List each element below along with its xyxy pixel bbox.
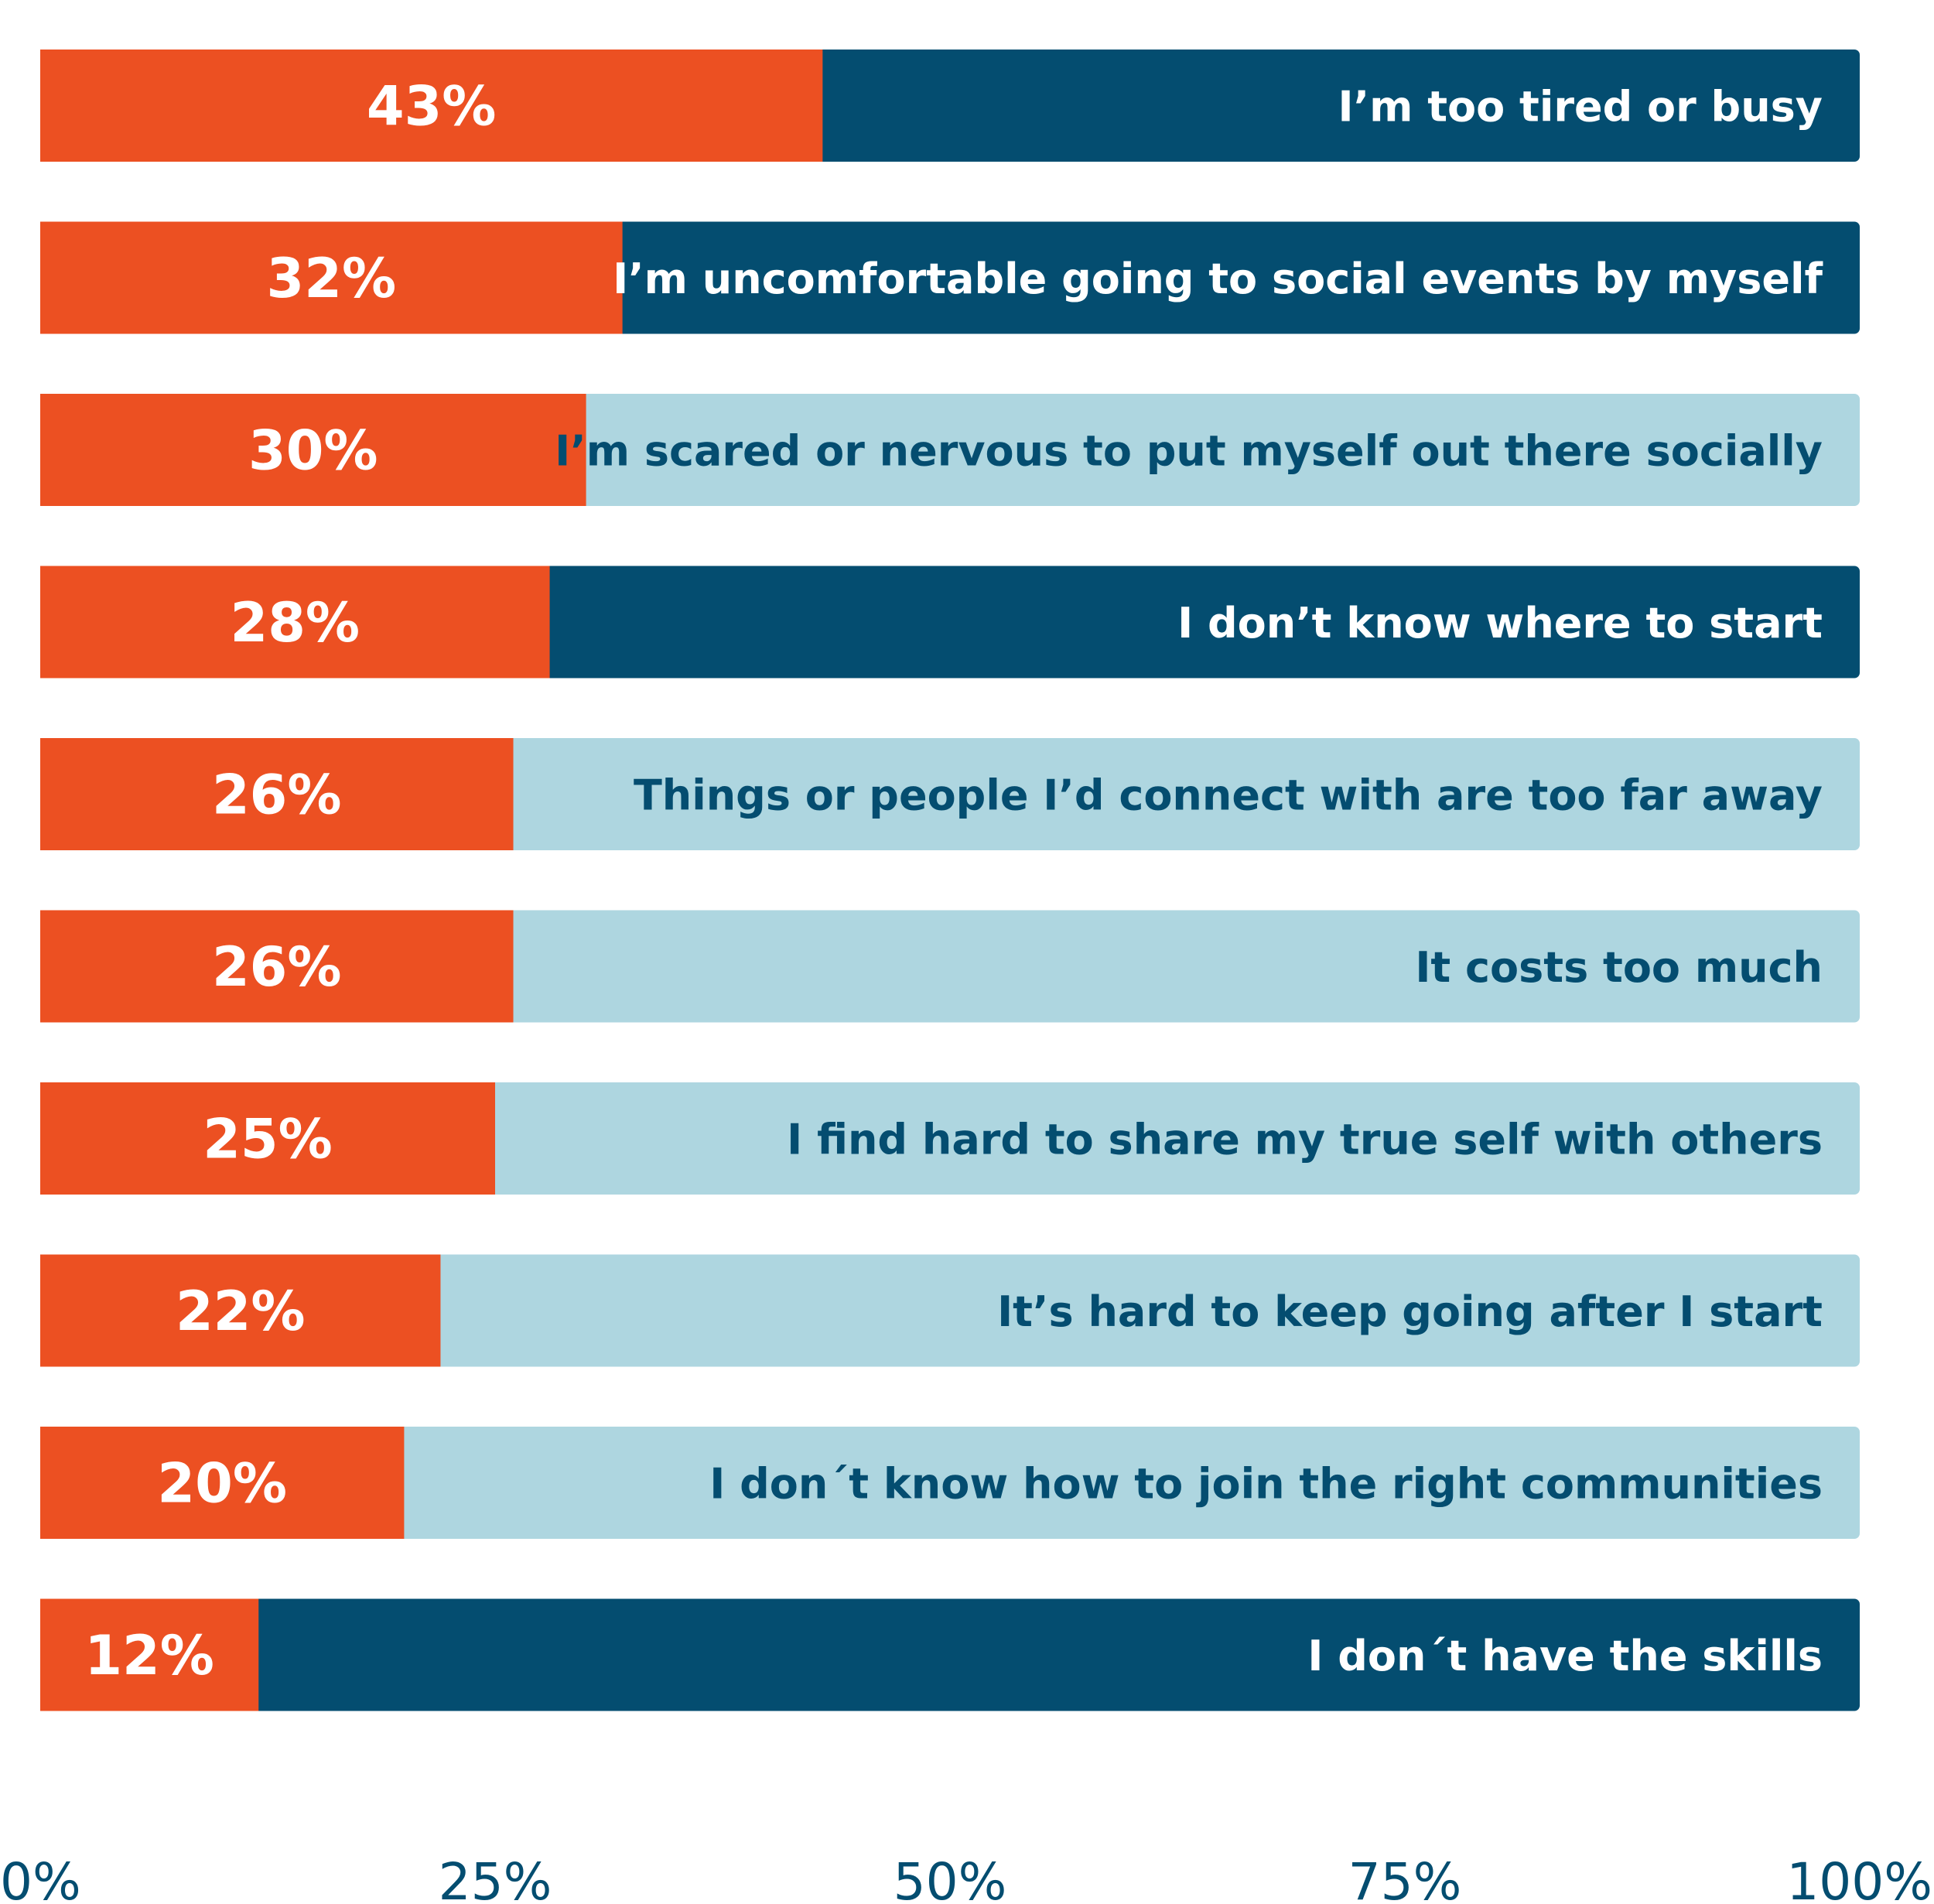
bar-value	[40, 221, 623, 334]
bar-remainder	[40, 1254, 1860, 1367]
bar-row: 26% It costs too much	[40, 910, 1860, 1023]
x-tick-label: 100%	[1786, 1852, 1932, 1904]
bar-value	[40, 1082, 495, 1195]
bar-value-label: 25%	[203, 1108, 333, 1171]
bar-value-label: 32%	[267, 247, 397, 310]
bar-remainder	[40, 1427, 1860, 1539]
bar-row: 20% I don´t know how to join the right co…	[40, 1427, 1860, 1539]
bar-category-label: It costs too much	[1415, 943, 1823, 992]
bar-row: 12% I don´t have the skills	[40, 1598, 1860, 1711]
bar-row: 28% I don’t know where to start	[40, 566, 1860, 679]
x-tick-label: 50%	[894, 1852, 1007, 1904]
bar-category-label: I don’t know where to start	[1177, 599, 1823, 648]
bar-row: 30% I’m scared or nervous to put myself o…	[40, 394, 1860, 506]
bar-row: 22% It’s hard to keep going after I start	[40, 1254, 1860, 1367]
x-axis: 0% 25% 50% 75% 100%	[0, 1852, 1932, 1904]
bar-row: 26% Things or people I’d connect with are…	[40, 738, 1860, 850]
bar-value-label: 43%	[367, 75, 497, 138]
bar-value	[40, 394, 586, 506]
bar-value-label: 12%	[84, 1624, 214, 1687]
bar-value-label: 28%	[230, 591, 360, 655]
bar-value-label: 30%	[248, 419, 378, 483]
bar-category-label: I’m scared or nervous to put myself out …	[555, 427, 1823, 476]
bar-value	[40, 910, 514, 1023]
bar-category-label: It’s hard to keep going after I start	[997, 1287, 1823, 1336]
bar-value-label: 20%	[157, 1452, 287, 1516]
x-tick-label: 25%	[439, 1852, 552, 1904]
bar-category-label: I’m too tired or busy	[1338, 83, 1823, 132]
bar-value	[40, 566, 550, 679]
bar-row: 43% I’m too tired or busy	[40, 50, 1860, 162]
bar-category-label: I don´t know how to join the right commu…	[709, 1460, 1823, 1509]
bar-value-label: 26%	[212, 764, 342, 827]
bar-value	[40, 1254, 441, 1367]
bar-value-label: 26%	[212, 935, 342, 999]
bar-category-label: I’m uncomfortable going to social events…	[613, 255, 1823, 303]
bar-value	[40, 738, 514, 850]
x-tick-label: 75%	[1348, 1852, 1462, 1904]
bar-value	[40, 1427, 405, 1539]
bar-value-label: 22%	[176, 1280, 306, 1343]
bar-value	[40, 1598, 259, 1711]
bar-value	[40, 50, 823, 162]
bars-group: 43% I’m too tired or busy 32% I’m uncomfort…	[40, 50, 1860, 1711]
bar-remainder	[40, 1598, 1860, 1711]
bar-category-label: Things or people I’d connect with are to…	[634, 771, 1823, 820]
bar-category-label: I find hard to share my true self with o…	[787, 1116, 1823, 1164]
bar-row: 25% I find hard to share my true self wit…	[40, 1082, 1860, 1195]
x-tick-label: 0%	[0, 1852, 81, 1904]
bar-category-label: I don´t have the skills	[1307, 1632, 1823, 1680]
bar-row: 32% I’m uncomfortable going to social eve…	[40, 221, 1860, 334]
